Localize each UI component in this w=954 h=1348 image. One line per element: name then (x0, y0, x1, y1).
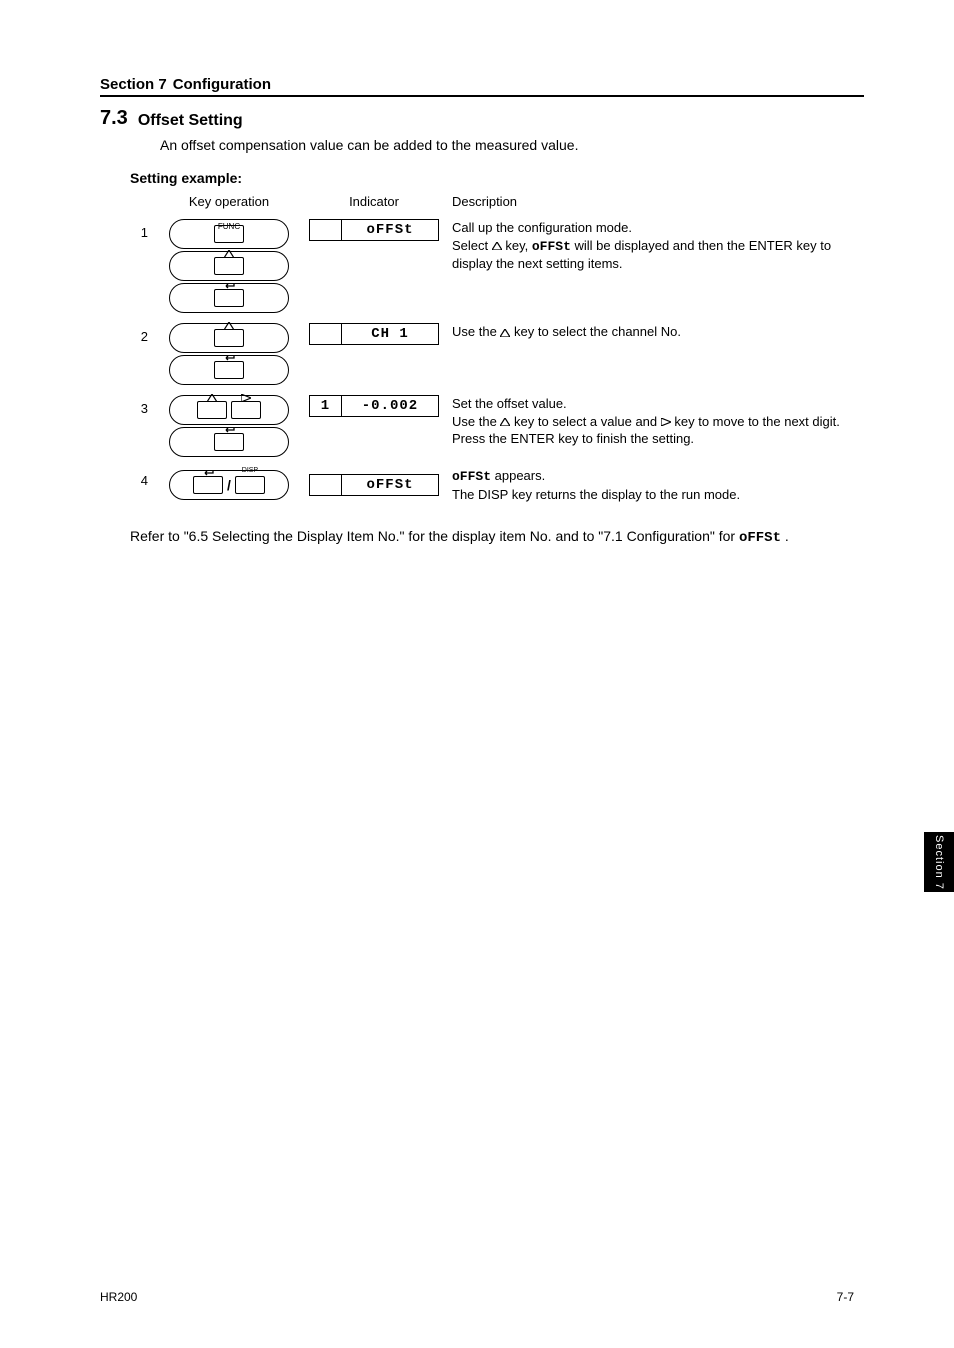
key-pill: FUNC (169, 219, 289, 249)
enter-icon (223, 354, 235, 362)
right-key (231, 401, 261, 419)
lcd-display: CH 1 (309, 323, 439, 345)
triangle-right-icon (661, 418, 671, 426)
enter-key (193, 476, 223, 494)
enter-icon (223, 282, 235, 290)
key-pill: / DISP (169, 470, 289, 500)
step-desc: Use the key to select the channel No. (444, 319, 844, 389)
key-cell: FUNC (154, 215, 304, 317)
procedure-table: Key operation Indicator Description 1 FU… (130, 194, 864, 507)
side-tab: Section 7 (924, 832, 954, 892)
footer-left: HR200 (100, 1290, 137, 1304)
key-pill (169, 283, 289, 313)
enter-key (214, 361, 244, 379)
section-label: Section 7 (100, 76, 167, 93)
page-footer: HR200 7-7 (0, 1290, 954, 1304)
key-cell: / DISP (154, 463, 304, 507)
key-cell (154, 391, 304, 461)
footer-right: 7-7 (837, 1290, 854, 1304)
enter-key (214, 289, 244, 307)
enter-icon (202, 469, 214, 477)
key-pill (169, 251, 289, 281)
row-num: 3 (130, 391, 154, 461)
step-desc: Call up the configuration mode. Select k… (444, 215, 844, 317)
key-pill (169, 323, 289, 353)
key-pill (169, 427, 289, 457)
enter-icon (223, 426, 235, 434)
triangle-up-icon (500, 329, 510, 337)
header-rule (100, 95, 864, 97)
triangle-up-icon (500, 418, 510, 426)
disp-key: DISP (235, 476, 265, 494)
col-key-ops: Key operation (154, 194, 304, 213)
subsection-title: Offset Setting (138, 112, 243, 130)
triangle-up-icon (492, 242, 502, 250)
lcd-display: oFFSt (309, 219, 439, 241)
reference-text: Refer to "6.5 Selecting the Display Item… (130, 527, 864, 549)
col-indicator: Indicator (304, 194, 444, 213)
col-description: Description (444, 194, 844, 213)
example-label: Setting example: (130, 170, 864, 186)
key-pill (169, 395, 289, 425)
key-cell (154, 319, 304, 389)
key-pill (169, 355, 289, 385)
up-key (214, 257, 244, 275)
lcd-display: 1 -0.002 (309, 395, 439, 417)
up-key (197, 401, 227, 419)
intro-text: An offset compensation value can be adde… (160, 136, 864, 154)
step-desc: Set the offset value. Use the key to sel… (444, 391, 844, 461)
lcd-display: oFFSt (309, 474, 439, 496)
step-desc: oFFSt appears. The DISP key returns the … (444, 463, 844, 507)
enter-key (214, 433, 244, 451)
row-num: 1 (130, 215, 154, 317)
func-key (214, 225, 244, 243)
row-num: 2 (130, 319, 154, 389)
up-key (214, 329, 244, 347)
triangle-up-icon (224, 322, 234, 330)
subsection-number: 7.3 (100, 107, 128, 130)
row-num: 4 (130, 463, 154, 507)
triangle-right-icon (241, 394, 251, 402)
section-title: Configuration (173, 76, 864, 93)
triangle-up-icon (224, 250, 234, 258)
triangle-up-icon (207, 394, 217, 402)
